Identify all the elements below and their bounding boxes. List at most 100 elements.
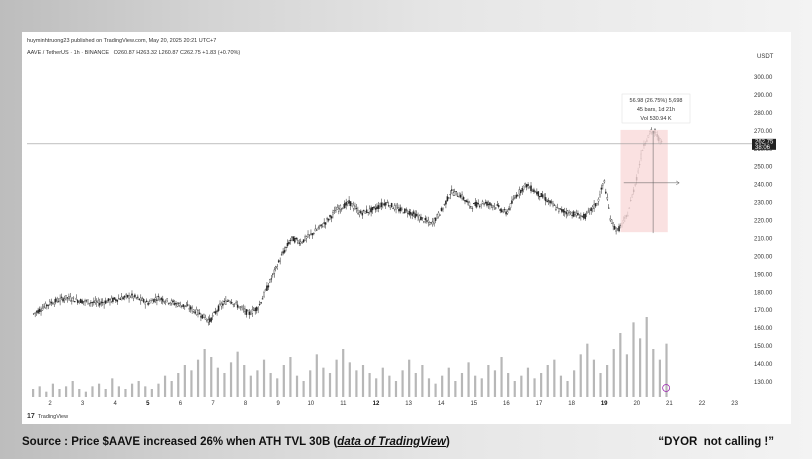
candle-body: [141, 298, 144, 302]
candle-body: [537, 191, 540, 197]
candle-body: [490, 204, 493, 206]
candle-body: [208, 318, 211, 323]
candle-body: [37, 309, 39, 314]
time-tick-label: 23: [731, 401, 738, 407]
candle-body: [323, 222, 325, 224]
candle-body: [32, 313, 35, 315]
candle-body: [593, 204, 595, 209]
candle-body: [104, 300, 107, 304]
candle-body: [81, 300, 83, 304]
candle-body: [339, 205, 342, 210]
candle-body: [217, 305, 220, 311]
candle-body: [84, 300, 86, 302]
candle-body: [335, 210, 337, 213]
candle-body: [616, 228, 619, 230]
candle-body: [178, 302, 180, 304]
tradingview-logo[interactable]: 17 TradingView: [27, 413, 68, 420]
disclaimer-text: “DYOR not calling !”: [658, 436, 774, 448]
candle-body: [395, 205, 397, 210]
price-tick-label: 220.00: [754, 219, 773, 225]
symbol-name[interactable]: AAVE / TetherUS · 1h · BINANCE: [27, 50, 110, 56]
candle-body: [273, 269, 276, 274]
candle-body: [214, 311, 217, 314]
candle-body: [572, 211, 575, 217]
candle-body: [458, 196, 460, 198]
volume-bar: [170, 381, 173, 397]
event-marker-icon[interactable]: [662, 384, 671, 392]
price-tick-label: 240.00: [754, 183, 773, 189]
volume-bar: [348, 362, 351, 397]
candle-body: [374, 208, 377, 210]
candle-body: [569, 212, 572, 214]
candle-body: [233, 303, 236, 305]
candle-body: [195, 309, 198, 315]
candle-body: [528, 187, 531, 189]
price-tick-label: 210.00: [754, 236, 773, 242]
volume-bar: [592, 359, 596, 397]
price-tick-label: 150.00: [754, 344, 773, 350]
candle-body: [294, 238, 296, 243]
candle-body: [75, 297, 77, 300]
measure-range-box[interactable]: [620, 129, 668, 233]
candle-body: [379, 206, 381, 208]
candle-body: [608, 207, 610, 209]
candle-body: [373, 206, 375, 208]
volume-bar: [91, 386, 94, 397]
candle-body: [71, 300, 73, 302]
candle-body: [361, 212, 364, 216]
candle-body: [544, 197, 547, 202]
candle-body: [612, 222, 614, 227]
time-tick-label: 16: [503, 401, 510, 407]
candle-body: [583, 213, 585, 219]
candle-body: [547, 200, 550, 202]
candle-body: [93, 301, 95, 303]
candle-body: [559, 208, 562, 210]
candle-body: [147, 302, 149, 305]
candle-body: [524, 183, 526, 186]
time-tick-label: 14: [438, 401, 445, 407]
candle-body: [128, 295, 130, 299]
candle-body: [197, 310, 199, 315]
volume-bar: [276, 378, 279, 397]
candle-body: [314, 228, 317, 232]
candle-body: [480, 204, 482, 206]
price-chart[interactable]: 56.98 (26.75%) 5,698 45 bars, 1d 21h Vol 5…: [22, 32, 791, 424]
candle-body: [367, 211, 369, 213]
volume-bar: [124, 389, 127, 397]
candle-body: [389, 205, 391, 208]
candle-body: [283, 250, 286, 253]
candle-body: [409, 212, 412, 215]
volume-bar: [533, 378, 536, 397]
candle-body: [568, 212, 570, 216]
candle-body: [68, 296, 70, 299]
candle-body: [41, 308, 44, 311]
time-tick-label: 17: [536, 401, 543, 407]
ohlc-values: O260.87 H263.32 L260.87 C262.75 +1.83 (+…: [113, 50, 241, 56]
time-tick-label: 11: [340, 401, 347, 407]
candle-body: [462, 197, 465, 200]
candle-body: [176, 303, 179, 307]
candle-body: [327, 218, 330, 221]
volume-bar: [144, 386, 147, 397]
candle-body: [455, 191, 457, 192]
candle-body: [446, 196, 449, 202]
candle-body: [135, 297, 138, 299]
caption-prefix: Source : Price $AAVE increased 26% when …: [22, 436, 338, 448]
candle-body: [495, 207, 497, 209]
candle-body: [540, 193, 543, 197]
volume-bar: [599, 373, 602, 397]
volume-bar: [150, 389, 153, 397]
volume-bar: [480, 378, 483, 397]
volume-bar: [64, 386, 68, 397]
price-tick-label: 300.00: [754, 75, 773, 81]
candle-body: [505, 211, 507, 215]
candle-body: [291, 236, 293, 238]
candle-body: [436, 214, 438, 218]
candle-body: [297, 240, 299, 243]
volume-bar: [335, 359, 338, 397]
volume-bar: [249, 375, 252, 397]
caption-link[interactable]: data of TradingView: [337, 436, 446, 448]
volume-bar: [375, 378, 378, 397]
volume-bar: [130, 383, 134, 397]
candle-body: [235, 301, 237, 303]
